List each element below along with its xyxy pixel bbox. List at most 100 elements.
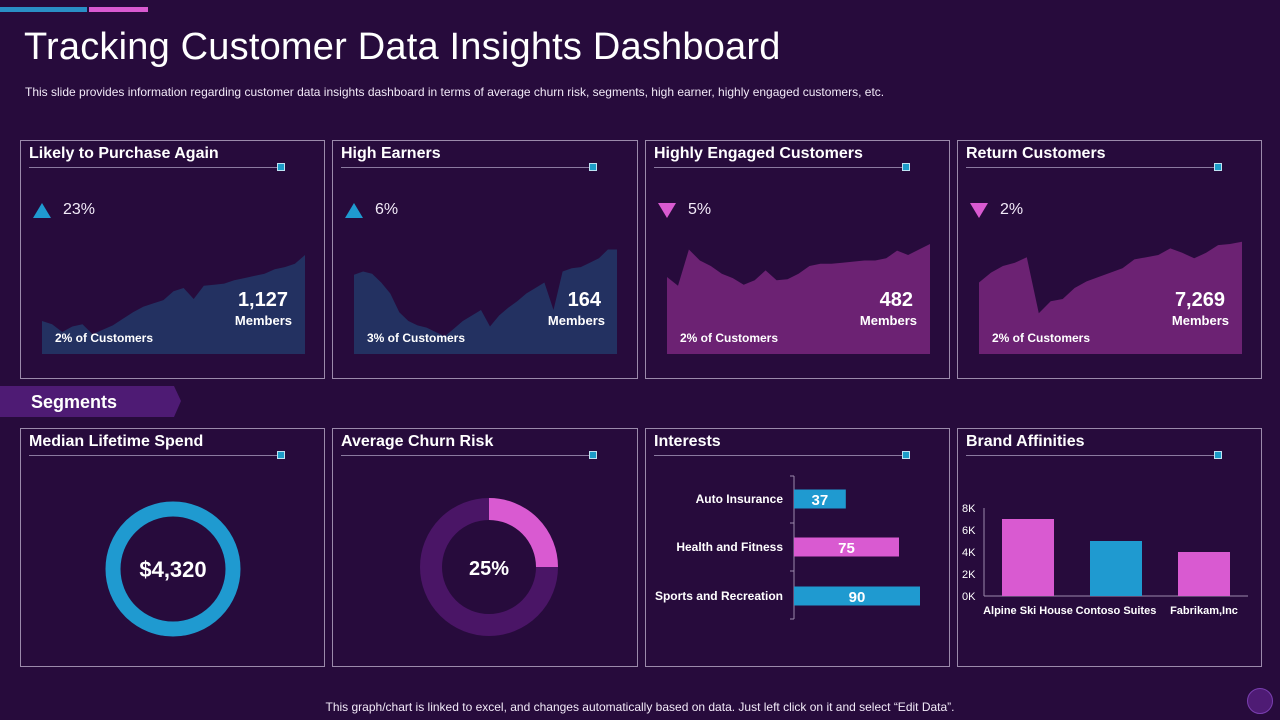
card-marker: [277, 451, 285, 459]
lifetime-donut: $4,320: [105, 501, 241, 637]
brands-ytick-label: 2K: [962, 569, 976, 581]
brands-ytick-label: 0K: [962, 591, 976, 603]
members-label: Members: [547, 313, 605, 328]
card-marker: [902, 163, 910, 171]
card-marker: [589, 451, 597, 459]
interests-category-label: Sports and Recreation: [655, 589, 783, 603]
members-label: Members: [1171, 313, 1229, 328]
brands-bar: [1178, 552, 1230, 596]
members-value: 1,127: [237, 289, 288, 311]
page-subtitle: This slide provides information regardin…: [25, 85, 885, 99]
members-value: 7,269: [1174, 289, 1225, 311]
card-brand-affinities[interactable]: Brand Affinities 0K 2K 4K 6K 8K Alpine Ski Ho…: [957, 428, 1262, 667]
interests-bar: [794, 537, 899, 557]
card-median-lifetime-spend[interactable]: Median Lifetime Spend $4,320: [20, 428, 325, 667]
area-chart: [979, 241, 1242, 354]
card-divider: [29, 455, 285, 456]
interests-bar: [794, 489, 846, 509]
members-value: 164: [567, 289, 601, 311]
area-series: [979, 241, 1242, 354]
brands-bar-chart: 0K 2K 4K 6K 8K Alpine Ski House Contoso Suites…: [962, 503, 1248, 617]
area-series: [354, 249, 617, 354]
churn-value: 25%: [469, 558, 509, 580]
card-title: Brand Affinities: [966, 433, 1085, 450]
trend-indicator: 2%: [970, 201, 1023, 219]
trend-indicator: 6%: [345, 201, 398, 219]
card-marker: [589, 163, 597, 171]
kpi-card-high-earners[interactable]: High Earners 6% 164 Members 3% of Custom…: [332, 140, 638, 379]
brands-category-label: Fabrikam,Inc: [1170, 605, 1238, 617]
card-divider: [966, 455, 1222, 456]
interests-bar: [794, 586, 920, 606]
trend-change: 6%: [375, 201, 399, 218]
brands-ytick-label: 8K: [962, 503, 976, 515]
members-value: 482: [879, 289, 913, 311]
trend-down-icon: [658, 202, 676, 218]
interests-value-label: 75: [838, 540, 855, 557]
customers-percent: 3% of Customers: [367, 331, 466, 345]
card-title: Median Lifetime Spend: [29, 433, 204, 450]
lifetime-ring: [105, 501, 241, 637]
brands-bar: [1090, 541, 1142, 596]
card-interests[interactable]: Interests Auto Insurance 37 Health and Fit…: [645, 428, 950, 667]
card-title: Highly Engaged Customers: [654, 145, 863, 162]
brands-bar: [1002, 519, 1054, 596]
area-chart: [667, 244, 930, 354]
card-marker: [1214, 163, 1222, 171]
customers-percent: 2% of Customers: [55, 331, 154, 345]
card-title: High Earners: [341, 145, 441, 162]
card-title: Interests: [654, 433, 721, 450]
lifetime-value: $4,320: [139, 557, 206, 582]
churn-slice-risk: [488, 498, 558, 568]
kpi-card-likely-purchase[interactable]: Likely to Purchase Again 23% 1,127 Membe…: [20, 140, 325, 379]
card-marker: [902, 451, 910, 459]
accent-bar-pink: [89, 7, 148, 12]
brands-category-label: Alpine Ski House: [983, 605, 1073, 617]
segments-label: Segments: [31, 392, 118, 412]
card-divider: [29, 167, 285, 168]
trend-change: 23%: [63, 201, 96, 218]
churn-donut: 25%: [420, 498, 558, 636]
interests-bar-chart: Auto Insurance 37 Health and Fitness 75 Spor…: [655, 475, 920, 620]
customers-percent: 2% of Customers: [680, 331, 779, 345]
trend-up-icon: [345, 202, 363, 218]
segments-banner: [0, 386, 181, 417]
interests-category-label: Auto Insurance: [696, 492, 784, 506]
card-divider: [341, 455, 597, 456]
interests-value-label: 90: [849, 589, 866, 606]
card-divider: [966, 167, 1222, 168]
brands-ytick-label: 4K: [962, 547, 976, 559]
area-series: [42, 255, 305, 354]
kpi-card-highly-engaged[interactable]: Highly Engaged Customers 5% 482 Members …: [645, 140, 950, 379]
area-chart: [42, 255, 305, 354]
members-label: Members: [234, 313, 292, 328]
area-chart: [354, 249, 617, 354]
customers-percent: 2% of Customers: [992, 331, 1091, 345]
brands-ytick-label: 6K: [962, 525, 976, 537]
card-divider: [654, 167, 910, 168]
card-average-churn-risk[interactable]: Average Churn Risk 25%: [332, 428, 638, 667]
trend-change: 2%: [1000, 201, 1024, 218]
members-label: Members: [859, 313, 917, 328]
footer-note: This graph/chart is linked to excel, and…: [325, 700, 955, 714]
card-marker: [1214, 451, 1222, 459]
brands-category-label: Contoso Suites: [1076, 605, 1157, 617]
churn-slice-rest: [420, 498, 558, 636]
card-title: Likely to Purchase Again: [29, 145, 219, 162]
interests-value-label: 37: [812, 492, 829, 509]
trend-indicator: 23%: [33, 201, 95, 219]
area-series: [667, 244, 930, 354]
card-title: Average Churn Risk: [341, 433, 494, 450]
kpi-card-return-customers[interactable]: Return Customers 2% 7,269 Members 2% of …: [957, 140, 1262, 379]
trend-up-icon: [33, 202, 51, 218]
page-title: Tracking Customer Data Insights Dashboar…: [24, 26, 781, 68]
trend-indicator: 5%: [658, 201, 711, 219]
card-marker: [277, 163, 285, 171]
card-title: Return Customers: [966, 145, 1106, 162]
corner-decoration: [1247, 688, 1273, 714]
trend-change: 5%: [688, 201, 712, 218]
card-divider: [341, 167, 597, 168]
card-divider: [654, 455, 910, 456]
interests-category-label: Health and Fitness: [676, 540, 783, 554]
trend-down-icon: [970, 202, 988, 218]
